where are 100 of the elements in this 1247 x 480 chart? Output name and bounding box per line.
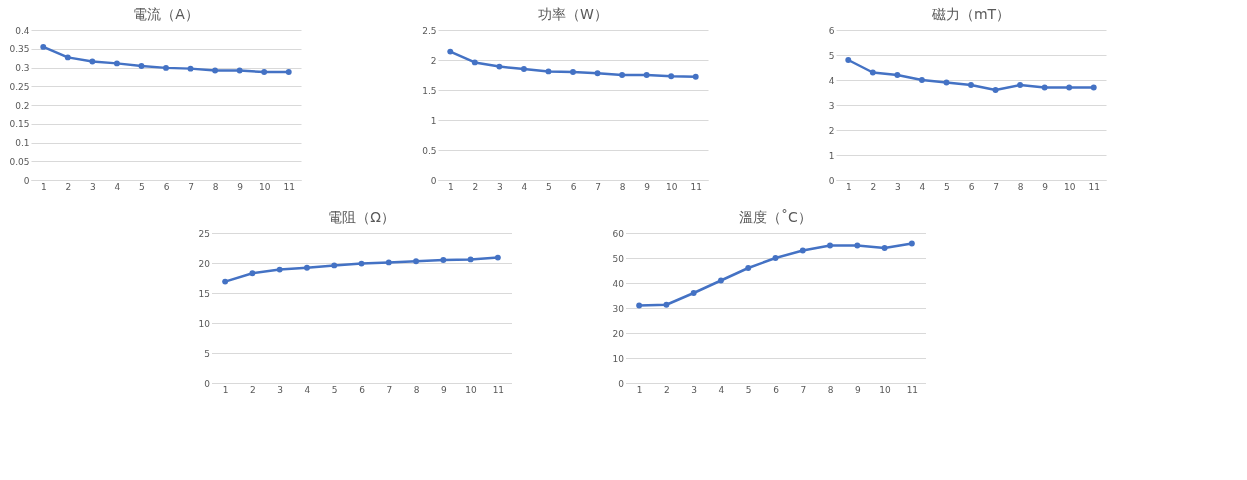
y-tick-label: 2: [430, 55, 437, 66]
point: [968, 82, 974, 88]
point: [918, 77, 925, 83]
y-tick-label: 20: [198, 258, 211, 269]
x-tick-label: 10: [465, 384, 478, 395]
y-tick-label: 0: [828, 175, 835, 186]
x-tick-label: 2: [472, 181, 479, 192]
y-tick-label: 2.5: [422, 25, 437, 36]
y-tick-label: 10: [612, 353, 625, 364]
x-tick-label: 5: [745, 384, 752, 395]
x-tick-label: 3: [691, 384, 698, 395]
x-tick-label: 7: [386, 384, 393, 395]
x-tick-label: 8: [413, 384, 420, 395]
x-tick-label: 8: [827, 384, 834, 395]
point: [690, 290, 697, 296]
y-tick-label: 40: [612, 278, 625, 289]
x-tick-label: 3: [895, 181, 901, 192]
x-tick-label: 3: [277, 384, 284, 395]
x-tick-label: 11: [906, 384, 919, 395]
y-tick-label: 0.2: [15, 100, 30, 111]
x-tick-label: 10: [879, 384, 892, 395]
x-tick-label: 2: [65, 181, 72, 192]
x-tick-label: 9: [644, 181, 651, 192]
x-tick-label: 1: [40, 181, 47, 192]
x-tick-label: 10: [1063, 181, 1076, 192]
chart-title: 磁力（mT）: [930, 6, 1011, 22]
point: [64, 54, 71, 61]
point: [447, 48, 454, 55]
point: [570, 69, 576, 75]
point: [113, 60, 120, 67]
x-tick-label: 5: [331, 384, 338, 395]
y-tick-label: 15: [198, 288, 210, 299]
chart-title: 電阻（Ω）: [328, 209, 395, 225]
point: [471, 59, 478, 66]
point: [908, 240, 915, 247]
x-tick-label: 10: [665, 181, 678, 192]
point: [440, 257, 447, 263]
point: [545, 68, 552, 75]
point: [992, 87, 999, 93]
point: [285, 69, 292, 75]
x-tick-label: 3: [497, 181, 503, 192]
x-tick-label: 5: [546, 181, 552, 192]
point: [304, 264, 310, 271]
x-tick-label: 3: [90, 181, 96, 192]
point: [643, 72, 650, 78]
y-tick-label: 0.05: [9, 156, 30, 167]
point: [1041, 84, 1048, 91]
y-tick-label: 10: [198, 318, 211, 329]
y-tick-label: 0.15: [9, 119, 30, 130]
x-tick-label: 11: [283, 181, 295, 192]
x-tick-label: 8: [212, 181, 219, 192]
point: [943, 79, 950, 86]
x-tick-label: 4: [919, 181, 926, 192]
x-tick-label: 7: [993, 181, 999, 192]
x-tick-label: 8: [619, 181, 626, 192]
x-tick-label: 4: [718, 384, 725, 395]
y-tick-label: 0.5: [422, 145, 437, 156]
x-tick-label: 6: [773, 384, 780, 395]
x-tick-label: 4: [304, 384, 311, 395]
y-tick-label: 0: [204, 378, 211, 389]
point: [331, 262, 338, 269]
y-tick-label: 4: [828, 75, 835, 86]
point: [668, 73, 675, 80]
y-tick-label: 20: [612, 328, 625, 339]
point: [276, 266, 283, 273]
y-tick-label: 0: [618, 378, 625, 389]
point: [663, 301, 670, 308]
x-tick-label: 2: [250, 384, 256, 395]
point: [385, 259, 392, 266]
point: [619, 72, 626, 78]
x-tick-label: 9: [237, 181, 244, 192]
point: [89, 58, 96, 65]
x-tick-label: 5: [139, 181, 145, 192]
x-tick-label: 9: [854, 384, 861, 395]
point: [494, 254, 501, 261]
point: [894, 72, 901, 78]
point: [163, 64, 169, 71]
point: [772, 255, 779, 261]
x-tick-label: 2: [664, 384, 670, 395]
point: [845, 57, 852, 63]
point: [358, 260, 365, 267]
x-tick-label: 7: [800, 384, 807, 395]
y-tick-label: 0.35: [9, 44, 30, 55]
point: [40, 43, 47, 50]
x-tick-label: 7: [595, 181, 601, 192]
point: [869, 69, 876, 76]
x-tick-label: 9: [1042, 181, 1049, 192]
point: [799, 247, 806, 254]
x-tick-label: 1: [222, 384, 229, 395]
point: [249, 270, 256, 277]
y-tick-label: 0.25: [9, 81, 30, 92]
y-tick-label: 0.4: [15, 25, 30, 36]
x-tick-label: 6: [968, 181, 975, 192]
x-tick-label: 10: [258, 181, 271, 192]
x-tick-label: 5: [944, 181, 950, 192]
y-tick-label: 0: [23, 175, 30, 186]
y-tick-label: 5: [828, 50, 835, 61]
x-tick-label: 6: [570, 181, 577, 192]
point: [236, 67, 243, 74]
y-tick-label: 1: [828, 150, 835, 161]
